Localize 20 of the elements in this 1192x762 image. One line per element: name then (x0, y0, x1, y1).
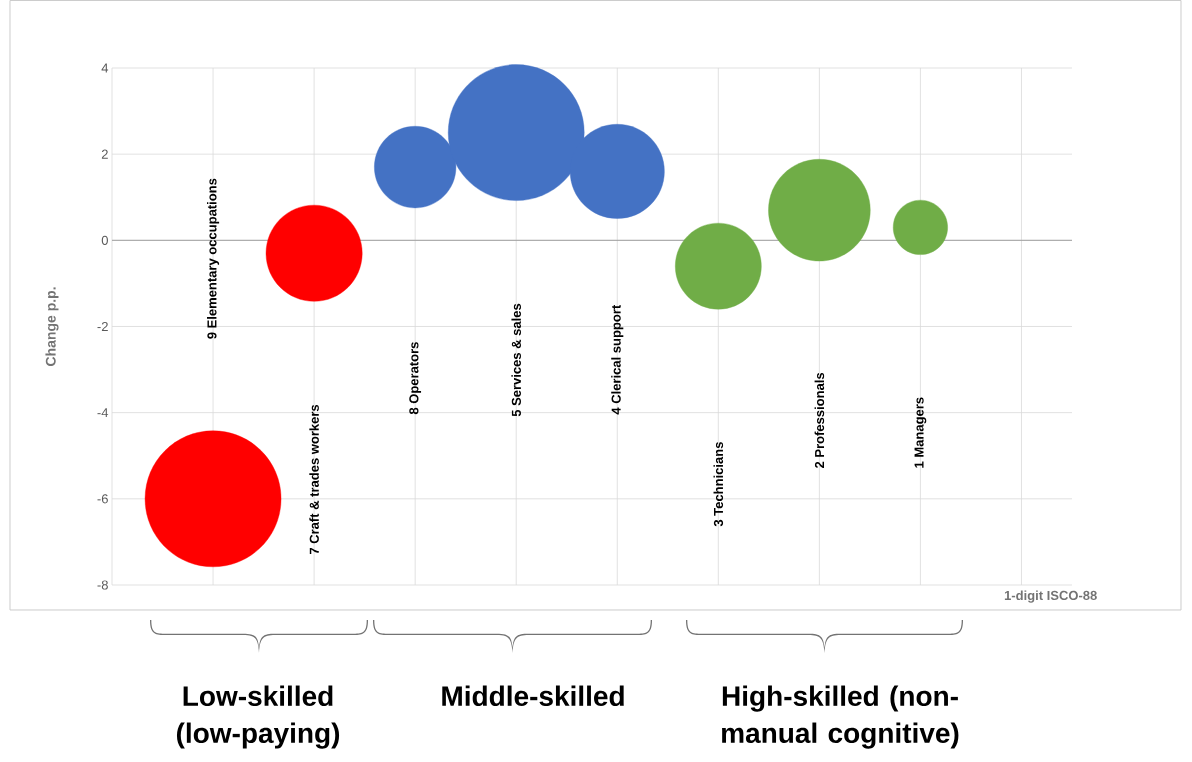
y-tick-label: 0 (101, 235, 108, 245)
y-tick-label: -8 (97, 580, 108, 590)
text: High-skilled (non-manual cognitive) (722, 685, 959, 749)
x-tick-label: 8 Operators (409, 342, 422, 415)
x-tick-label: 1 Managers (914, 397, 927, 468)
x-tick-label: 7 Craft & trades workers (309, 404, 319, 555)
y-tick-label: -6 (97, 494, 108, 504)
text: Low-skilled (low-paying) (176, 685, 340, 749)
y-tick-label: 2 (101, 149, 108, 159)
x-tick-label: 2 Professionals (814, 372, 825, 469)
x-tick-label: 9 Elementary occupations (206, 178, 220, 339)
text: Middle-skilled (442, 685, 624, 707)
x-tick-label: 4 Clerical support (611, 304, 624, 415)
x-tick-label: 5 Services & sales (511, 303, 521, 417)
x-tick-label: 3 Technicians (713, 442, 724, 527)
y-axis-title: Change p.p. (45, 287, 59, 366)
y-tick-label: -2 (97, 321, 108, 332)
y-tick-label: 4 (101, 63, 109, 73)
y-tick-label: -4 (97, 408, 109, 418)
x-axis-title: 1-digit ISCO-88 (1004, 590, 1097, 603)
